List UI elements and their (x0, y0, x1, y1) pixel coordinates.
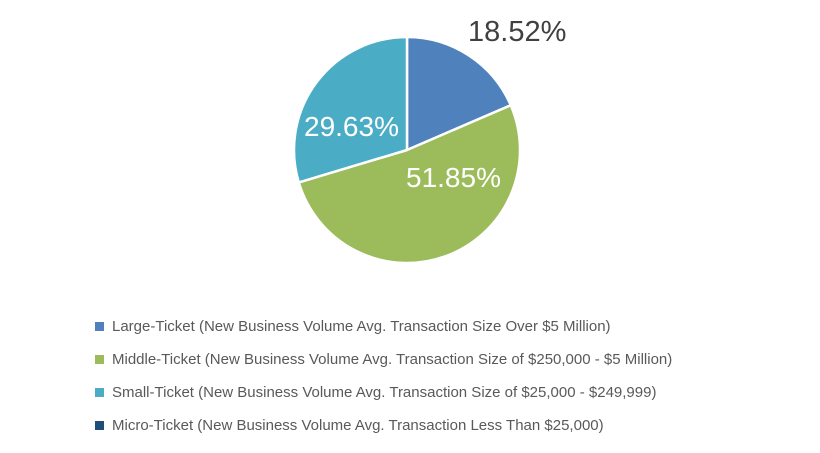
pie-chart (289, 32, 525, 268)
legend-swatch-middle-ticket-icon (95, 354, 104, 364)
chart-legend: Large-Ticket (New Business Volume Avg. T… (95, 316, 672, 448)
legend-label-middle-ticket: Middle-Ticket (New Business Volume Avg. … (112, 350, 673, 368)
legend-swatch-micro-ticket-icon (95, 420, 104, 430)
legend-item-small-ticket[interactable]: Small-Ticket (New Business Volume Avg. T… (95, 382, 672, 402)
legend-label-micro-ticket: Micro-Ticket (New Business Volume Avg. T… (112, 416, 604, 434)
pie-slice-middle-ticket[interactable] (297, 104, 522, 265)
legend-swatch-small-ticket-icon (95, 387, 104, 397)
pie-slice-large-ticket[interactable] (405, 35, 513, 152)
legend-label-small-ticket: Small-Ticket (New Business Volume Avg. T… (112, 383, 657, 401)
pie-chart-svg (292, 35, 522, 265)
pie-slice-small-ticket[interactable] (292, 35, 409, 184)
legend-item-micro-ticket[interactable]: Micro-Ticket (New Business Volume Avg. T… (95, 415, 672, 435)
legend-label-large-ticket: Large-Ticket (New Business Volume Avg. T… (112, 317, 611, 335)
legend-swatch-large-ticket-icon (95, 321, 104, 331)
legend-item-large-ticket[interactable]: Large-Ticket (New Business Volume Avg. T… (95, 316, 672, 336)
legend-item-middle-ticket[interactable]: Middle-Ticket (New Business Volume Avg. … (95, 349, 672, 369)
